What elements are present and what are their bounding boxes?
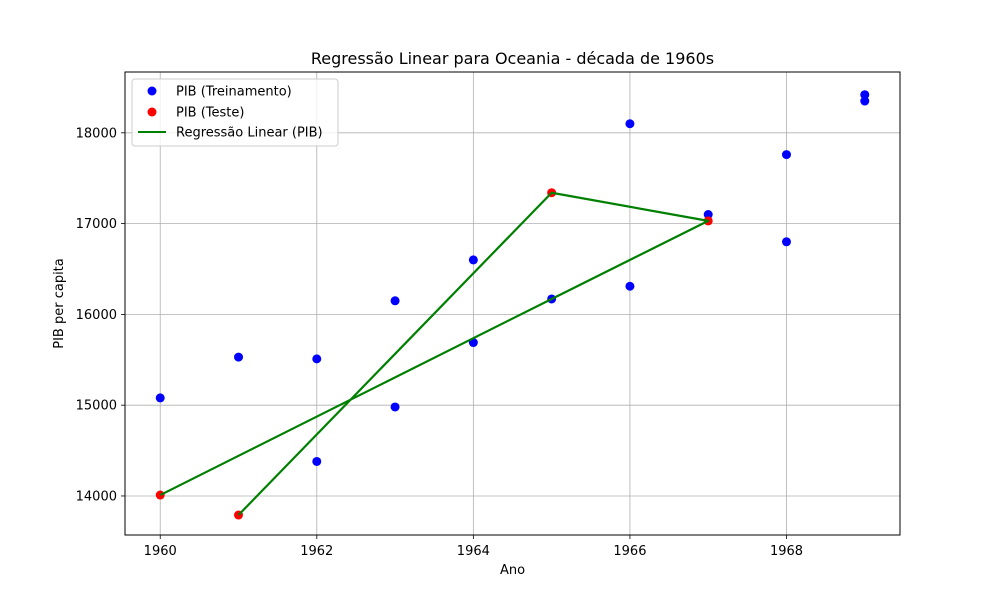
legend-label-regression: Regressão Linear (PIB) bbox=[176, 126, 323, 141]
train-point bbox=[390, 402, 400, 412]
plot-series bbox=[155, 90, 870, 520]
x-tick-label: 1968 bbox=[770, 544, 803, 559]
grid bbox=[125, 72, 900, 535]
legend-label-train: PIB (Treinamento) bbox=[176, 85, 292, 100]
x-tick-label: 1960 bbox=[144, 544, 177, 559]
train-point bbox=[390, 296, 400, 306]
y-tick-label: 18000 bbox=[76, 126, 117, 141]
train-point bbox=[625, 119, 635, 129]
train-point bbox=[155, 393, 165, 403]
legend-label-test: PIB (Teste) bbox=[176, 106, 244, 121]
y-axis-label: PIB per capita bbox=[52, 258, 67, 349]
x-tick-label: 1966 bbox=[613, 544, 646, 559]
y-tick-label: 17000 bbox=[76, 217, 117, 232]
train-point bbox=[234, 352, 244, 362]
train-point bbox=[625, 281, 635, 291]
train-point bbox=[703, 210, 713, 220]
axes-frame bbox=[124, 71, 901, 536]
train-point bbox=[860, 90, 870, 100]
x-tick-label: 1964 bbox=[457, 544, 490, 559]
train-point bbox=[781, 150, 791, 160]
train-point bbox=[860, 96, 870, 106]
x-tick-label: 1962 bbox=[300, 544, 333, 559]
train-point bbox=[312, 456, 322, 466]
legend-marker-train bbox=[147, 86, 157, 96]
chart-title: Regressão Linear para Oceania - década d… bbox=[311, 49, 714, 68]
train-point bbox=[468, 255, 478, 265]
y-tick-label: 16000 bbox=[76, 308, 117, 323]
train-point bbox=[312, 354, 322, 364]
y-tick-label: 14000 bbox=[76, 489, 117, 504]
legend-marker-test bbox=[147, 107, 157, 117]
legend-box bbox=[131, 78, 339, 147]
train-point bbox=[781, 237, 791, 247]
test-point bbox=[155, 490, 165, 500]
legend: PIB (Treinamento) PIB (Teste) Regressão … bbox=[131, 78, 339, 147]
regression-line bbox=[159, 191, 710, 516]
x-axis-label: Ano bbox=[500, 563, 525, 578]
axis-ticks: 1960 1962 1964 1966 1968 14000 15000 16000 17000… bbox=[76, 126, 803, 559]
y-tick-label: 15000 bbox=[76, 399, 117, 414]
